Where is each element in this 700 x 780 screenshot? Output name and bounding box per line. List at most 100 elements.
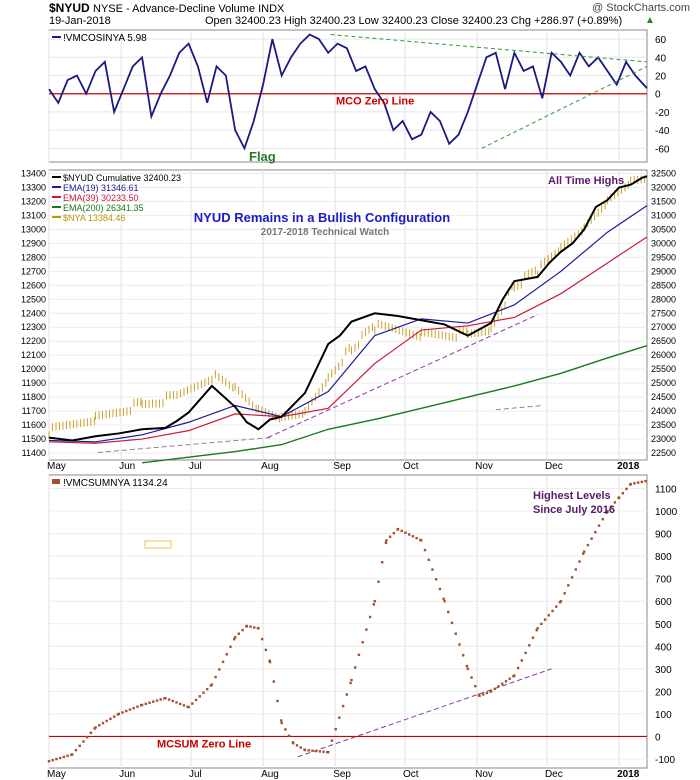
mcsum-point bbox=[221, 660, 225, 664]
mcsum-zero-label: MCSUM Zero Line bbox=[157, 738, 251, 750]
mcsum-point bbox=[55, 757, 58, 761]
mcsum-point bbox=[179, 702, 182, 706]
mcsum-point bbox=[513, 674, 516, 677]
mcsum-point bbox=[47, 760, 51, 763]
mcsum-point bbox=[121, 711, 124, 714]
month-tick-label: 2018 bbox=[617, 769, 640, 780]
mcsum-point bbox=[427, 558, 430, 562]
panel1-ytick: -20 bbox=[655, 108, 670, 119]
all-time-highs-label: All Time Highs bbox=[548, 175, 624, 187]
mcsum-point bbox=[465, 664, 469, 668]
series-line-ema-200- bbox=[141, 345, 648, 464]
month-tick-label: Dec bbox=[545, 769, 563, 780]
mcsum-point bbox=[280, 719, 283, 722]
mcsum-point bbox=[551, 609, 554, 613]
panel3-ytick: 500 bbox=[655, 620, 672, 631]
mcsum-point bbox=[497, 685, 500, 688]
panel2-left-ytick: 11800 bbox=[22, 392, 46, 402]
mcsum-point bbox=[311, 749, 314, 752]
panel2-left-ytick: 12600 bbox=[21, 280, 46, 290]
panel2-left-ytick: 13300 bbox=[21, 182, 46, 192]
mcsum-point bbox=[249, 625, 252, 628]
mcsum-point bbox=[268, 660, 272, 664]
panel3-ytick: 300 bbox=[655, 665, 672, 676]
mcsum-point bbox=[372, 603, 376, 606]
mcsum-point bbox=[66, 754, 69, 758]
mcsum-point bbox=[474, 684, 477, 688]
panel3-ytick: 1000 bbox=[655, 507, 678, 518]
mcsum-point bbox=[253, 626, 256, 629]
mcsum-point bbox=[334, 727, 337, 731]
mcsum-point bbox=[377, 580, 380, 583]
panel2-right-ytick: 29500 bbox=[651, 252, 676, 262]
mcsum-point bbox=[540, 622, 543, 626]
mcsum-point bbox=[341, 704, 345, 708]
mcsum-point bbox=[354, 666, 357, 669]
mcsum-point bbox=[71, 753, 74, 756]
panel2-right-ytick: 32000 bbox=[651, 182, 676, 192]
mcsum-point bbox=[74, 748, 78, 752]
mcsum-point bbox=[582, 550, 586, 553]
mcsum-point bbox=[268, 659, 271, 662]
mcsum-point bbox=[318, 750, 322, 753]
flag-label: Flag bbox=[249, 149, 276, 164]
mcsum-point bbox=[411, 535, 415, 538]
mcsum-point bbox=[233, 636, 237, 639]
chg-up-icon: ▲ bbox=[645, 15, 655, 26]
mcsum-point bbox=[155, 699, 159, 702]
panel2-right-ytick: 24500 bbox=[651, 392, 676, 402]
mcsum-point bbox=[461, 654, 465, 657]
panel2-left-ytick: 12500 bbox=[21, 294, 46, 304]
mcsum-point bbox=[605, 511, 608, 514]
annotation-line-1: Highest Levels bbox=[533, 490, 611, 502]
mcsum-point bbox=[470, 676, 473, 679]
mcsum-point bbox=[327, 751, 330, 754]
watermark[interactable]: @ StockCharts.com bbox=[592, 2, 690, 14]
panel1-ytick: 60 bbox=[655, 35, 667, 46]
mcsum-point bbox=[501, 682, 504, 685]
panel1-ytick: 0 bbox=[655, 90, 661, 101]
panel3-ytick: 700 bbox=[655, 575, 672, 586]
mcsum-point bbox=[245, 624, 248, 628]
panel2-left-ytick: 11900 bbox=[22, 378, 46, 388]
panel2-right-ytick: 30500 bbox=[651, 224, 676, 234]
panel2-left-ytick: 11600 bbox=[22, 420, 46, 430]
month-tick-label: Jul bbox=[189, 461, 202, 472]
mcsum-point bbox=[136, 705, 139, 708]
mcsum-point bbox=[202, 691, 205, 694]
panel2-right-ytick: 23500 bbox=[651, 420, 676, 430]
panel2-legend-entry: EMA(39) 30233.50 bbox=[63, 193, 139, 203]
panel2-right-ytick: 24000 bbox=[651, 406, 676, 416]
month-tick-label: Oct bbox=[403, 461, 419, 472]
panel-3-frame bbox=[48, 474, 648, 769]
mcsum-point bbox=[423, 548, 427, 552]
panel2-left-ytick: 11400 bbox=[22, 448, 46, 458]
panel2-right-ytick: 32500 bbox=[651, 168, 676, 178]
mcsum-point bbox=[563, 592, 566, 595]
mcsum-point bbox=[489, 690, 493, 693]
mcsum-point bbox=[206, 687, 209, 691]
mcsum-point bbox=[350, 678, 353, 682]
mcsum-point bbox=[322, 750, 325, 753]
panel2-left-ytick: 12800 bbox=[21, 252, 46, 262]
mco-trendline-1 bbox=[330, 34, 648, 63]
month-tick-label: Nov bbox=[475, 461, 493, 472]
mcsum-point bbox=[535, 628, 538, 632]
panel2-left-ytick: 13100 bbox=[21, 210, 46, 220]
mcsum-point bbox=[555, 605, 558, 608]
mcsum-point bbox=[260, 637, 264, 641]
panel2-legend-entry: EMA(19) 31346.61 bbox=[63, 183, 139, 193]
mcsum-point bbox=[152, 700, 155, 703]
panel1-ytick: 20 bbox=[655, 72, 667, 83]
panel2-left-ytick: 12700 bbox=[21, 266, 46, 276]
panel3-ytick: 600 bbox=[655, 597, 672, 608]
month-tick-label: May bbox=[47, 461, 66, 472]
month-tick-label: Dec bbox=[545, 461, 563, 472]
month-tick-label: Oct bbox=[403, 769, 419, 780]
mcsum-point bbox=[62, 755, 66, 759]
month-tick-label: Jul bbox=[189, 769, 202, 780]
mcsum-point bbox=[508, 677, 511, 680]
series-line--nyud-cumulative bbox=[48, 175, 648, 442]
mcsum-point bbox=[590, 537, 593, 540]
mcsum-point bbox=[257, 627, 260, 630]
